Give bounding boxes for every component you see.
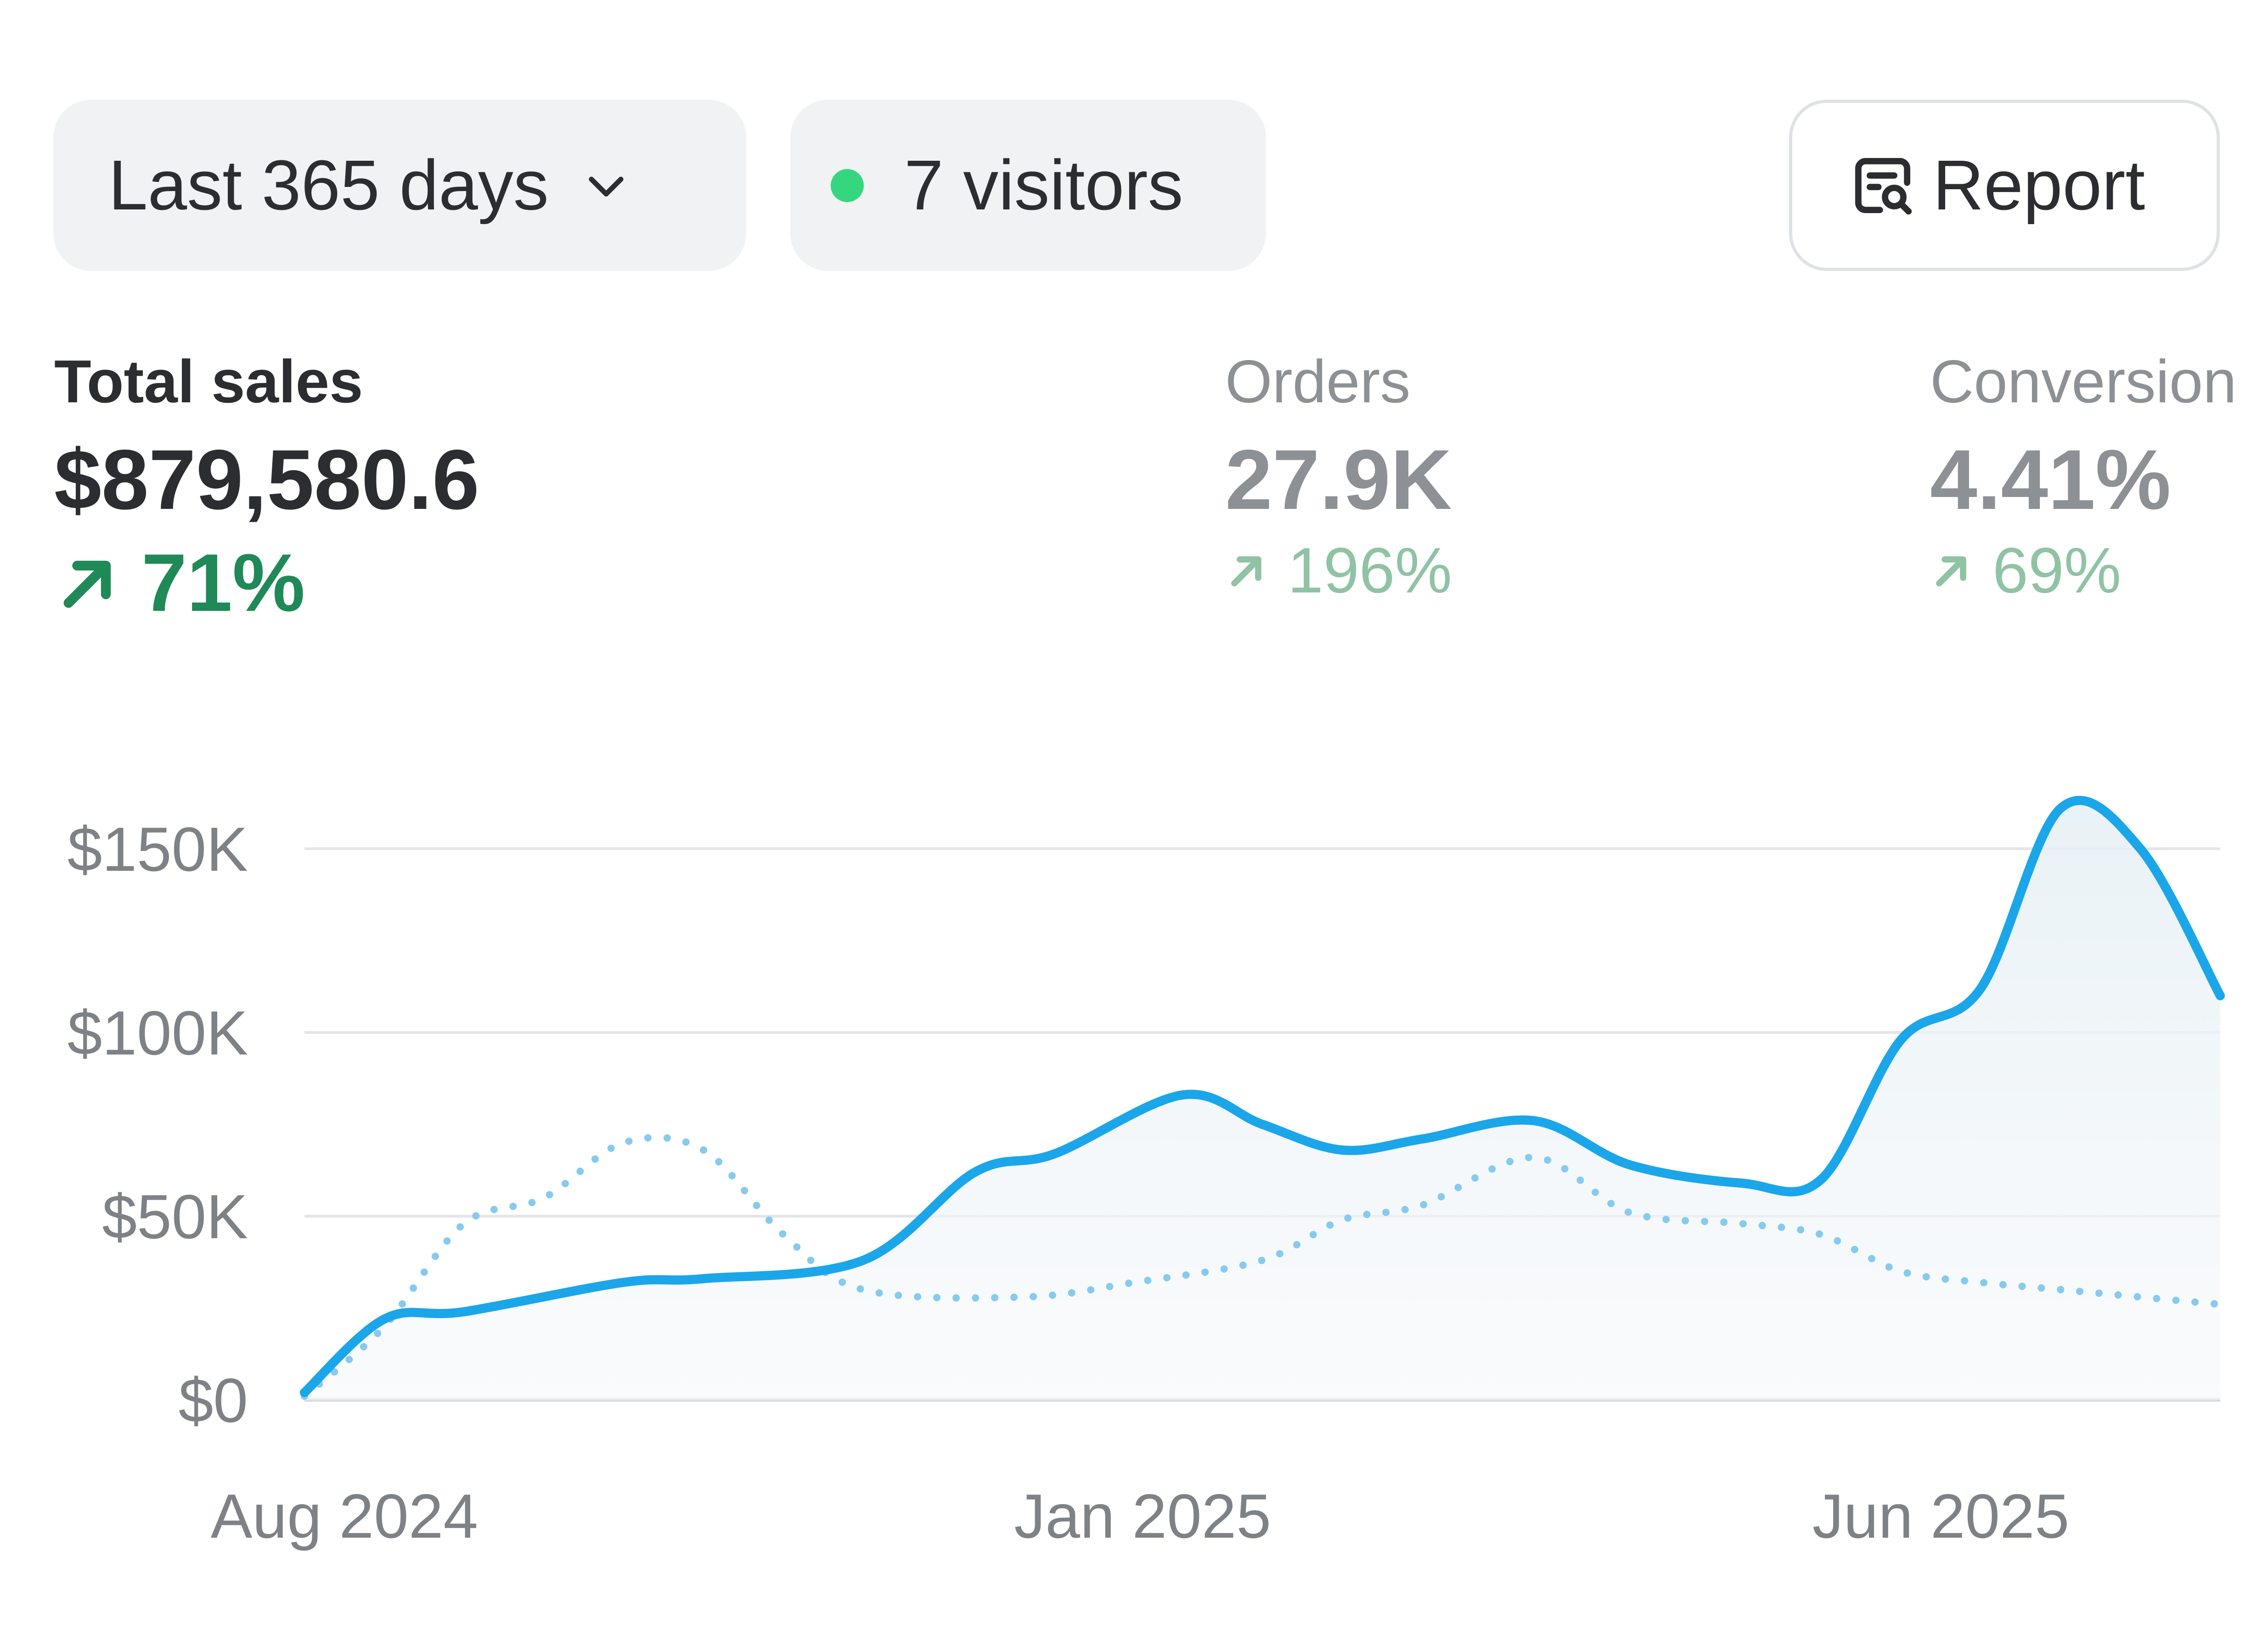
date-range-label: Last 365 days (108, 146, 549, 225)
metric-conversion[interactable]: Conversion 4.41% 69% (1930, 351, 2237, 603)
x-tick-label: Aug 2024 (211, 1481, 478, 1551)
report-label: Report (1933, 146, 2145, 225)
metric-value: 27.9K (1225, 433, 1452, 527)
arrow-up-right-icon (63, 560, 111, 608)
metric-label: Orders (1225, 348, 1411, 415)
x-tick-label: Jun 2025 (1812, 1481, 2070, 1551)
metric-orders[interactable]: Orders 27.9K 196% (1225, 351, 1452, 603)
series-line-current (300, 795, 2225, 1397)
date-range-selector[interactable]: Last 365 days (53, 100, 746, 271)
report-search-icon (1855, 158, 1912, 214)
y-tick-label: $100K (68, 998, 248, 1068)
live-visitors-button[interactable]: 7 visitors (790, 100, 1266, 271)
y-tick-label: $0 (179, 1365, 248, 1435)
metric-change-value: 71% (141, 537, 305, 628)
live-dot-icon (831, 169, 864, 202)
report-button[interactable]: Report (1789, 100, 2220, 271)
metric-change-value: 196% (1288, 534, 1452, 606)
series-line-previous (301, 1134, 2224, 1400)
metric-value: $879,580.6 (54, 433, 479, 527)
metric-label: Conversion (1930, 348, 2237, 415)
arrow-up-right-icon (1936, 556, 1966, 587)
metric-change: 196% (1225, 538, 1452, 603)
metric-total-sales[interactable]: Total sales $879,580.6 71% (54, 351, 479, 624)
x-tick-label: Jan 2025 (1014, 1481, 1271, 1551)
metric-change: 71% (54, 542, 479, 624)
sales-chart[interactable]: $0 $50K $100K $150K Aug 2024 Jan 2025 Jun 202… (0, 735, 2268, 1562)
metric-label: Total sales (54, 348, 363, 415)
metric-change-value: 69% (1992, 534, 2122, 606)
chevron-down-icon (589, 176, 624, 197)
arrow-up-right-icon (1231, 556, 1261, 587)
metric-change: 69% (1930, 538, 2237, 603)
y-tick-label: $150K (68, 814, 248, 884)
visitors-label: 7 visitors (904, 146, 1183, 225)
current-area-fill (304, 800, 2220, 1400)
metric-value: 4.41% (1930, 433, 2171, 527)
y-tick-label: $50K (102, 1182, 248, 1252)
